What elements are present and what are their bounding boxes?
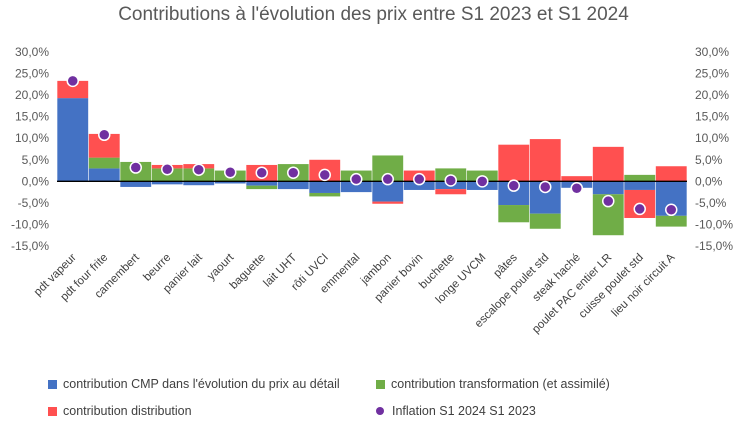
y-tick-left: 30,0% bbox=[15, 45, 49, 59]
bar-segment-distribution bbox=[435, 189, 467, 195]
inflation-marker bbox=[570, 181, 583, 195]
legend-item-transformation: contribution transformation (et assimilé… bbox=[376, 377, 610, 391]
y-tick-right: -10,0% bbox=[695, 217, 733, 231]
inflation-marker bbox=[66, 74, 79, 88]
legend-swatch-cmp bbox=[48, 379, 57, 389]
bar-segment-cmp bbox=[498, 181, 530, 206]
y-tick-right: -5,0% bbox=[695, 196, 727, 210]
legend-label-distribution: contribution distribution bbox=[63, 404, 192, 418]
bar-segment-transformation bbox=[498, 205, 530, 223]
bar-segment-distribution bbox=[561, 176, 593, 182]
bar-segment-cmp bbox=[403, 181, 435, 190]
bar-segment-cmp bbox=[57, 98, 89, 182]
bar-segment-transformation bbox=[309, 192, 341, 197]
bar-segment-cmp bbox=[151, 181, 183, 185]
bar-segment-distribution bbox=[498, 144, 530, 182]
y-tick-left: 25,0% bbox=[15, 67, 49, 81]
bar-segment-cmp bbox=[214, 181, 246, 184]
inflation-marker bbox=[381, 172, 394, 186]
legend-item-inflation: Inflation S1 2024 S1 2023 bbox=[376, 404, 536, 418]
y-tick-left: -15,0% bbox=[11, 239, 49, 253]
bar-segment-distribution bbox=[655, 166, 687, 182]
bar-segment-distribution bbox=[57, 80, 89, 99]
inflation-marker bbox=[129, 161, 142, 174]
inflation-marker bbox=[476, 175, 489, 188]
bar-segment-cmp bbox=[309, 181, 341, 193]
legend-marker-inflation bbox=[376, 407, 384, 415]
bar-segment-cmp bbox=[592, 181, 624, 195]
bar-segment-transformation bbox=[655, 215, 687, 227]
bar-segment-cmp bbox=[246, 181, 278, 186]
y-tick-right: 5,0% bbox=[695, 153, 723, 167]
y-tick-right: -15,0% bbox=[695, 239, 733, 253]
bar-segment-cmp bbox=[372, 181, 404, 202]
y-tick-right: 25,0% bbox=[695, 67, 729, 81]
inflation-marker bbox=[287, 166, 300, 179]
inflation-marker bbox=[633, 202, 646, 216]
bar-segment-transformation bbox=[246, 185, 278, 190]
legend-label-cmp: contribution CMP dans l'évolution du pri… bbox=[63, 377, 340, 391]
bar-segment-cmp bbox=[624, 181, 656, 190]
bar-segment-transformation bbox=[88, 157, 120, 169]
x-tick-label: pâtes bbox=[491, 251, 520, 280]
legend-label-transformation: contribution transformation (et assimilé… bbox=[391, 377, 610, 391]
chart-title: Contributions à l'évolution des prix ent… bbox=[118, 4, 629, 25]
y-tick-right: 15,0% bbox=[695, 110, 729, 124]
y-tick-left: 10,0% bbox=[15, 131, 49, 145]
legend-label-inflation: Inflation S1 2024 S1 2023 bbox=[392, 404, 536, 418]
y-tick-left: -5,0% bbox=[18, 196, 50, 210]
bar-segment-cmp bbox=[88, 168, 120, 182]
y-tick-left: 20,0% bbox=[15, 88, 49, 102]
y-tick-right: 0,0% bbox=[695, 174, 723, 188]
bar-segment-transformation bbox=[529, 213, 561, 229]
bar-segment-cmp bbox=[183, 181, 215, 186]
inflation-marker bbox=[98, 128, 111, 142]
y-tick-left: 0,0% bbox=[22, 174, 50, 188]
y-tick-right: 10,0% bbox=[695, 131, 729, 145]
inflation-marker bbox=[539, 180, 552, 194]
bar-segment-transformation bbox=[624, 174, 656, 182]
inflation-marker bbox=[224, 166, 237, 179]
bar-segment-distribution bbox=[592, 146, 624, 182]
inflation-marker bbox=[318, 168, 331, 182]
inflation-marker bbox=[602, 194, 615, 208]
bar-segment-cmp bbox=[120, 181, 152, 187]
bar-segment-distribution bbox=[88, 133, 120, 158]
legend-swatch-distribution bbox=[48, 406, 57, 416]
inflation-marker bbox=[255, 166, 268, 179]
legend-item-cmp: contribution CMP dans l'évolution du pri… bbox=[48, 377, 340, 391]
y-tick-left: 5,0% bbox=[22, 153, 50, 167]
inflation-marker bbox=[350, 172, 363, 186]
inflation-marker bbox=[444, 174, 457, 187]
legend-item-distribution: contribution distribution bbox=[48, 404, 192, 418]
y-tick-right: 20,0% bbox=[695, 88, 729, 102]
bar-segment-cmp bbox=[277, 181, 309, 190]
legend-swatch-transformation bbox=[376, 379, 385, 389]
inflation-marker bbox=[665, 203, 678, 217]
bar-segment-cmp bbox=[340, 181, 372, 193]
y-tick-left: -10,0% bbox=[11, 217, 49, 231]
inflation-marker bbox=[507, 179, 520, 192]
y-tick-right: 30,0% bbox=[695, 45, 729, 59]
inflation-marker bbox=[161, 163, 174, 176]
inflation-marker bbox=[413, 172, 426, 186]
inflation-marker bbox=[192, 163, 205, 176]
bar-segment-distribution bbox=[372, 201, 404, 204]
y-tick-left: 15,0% bbox=[15, 110, 49, 124]
bar-segment-distribution bbox=[529, 139, 561, 182]
